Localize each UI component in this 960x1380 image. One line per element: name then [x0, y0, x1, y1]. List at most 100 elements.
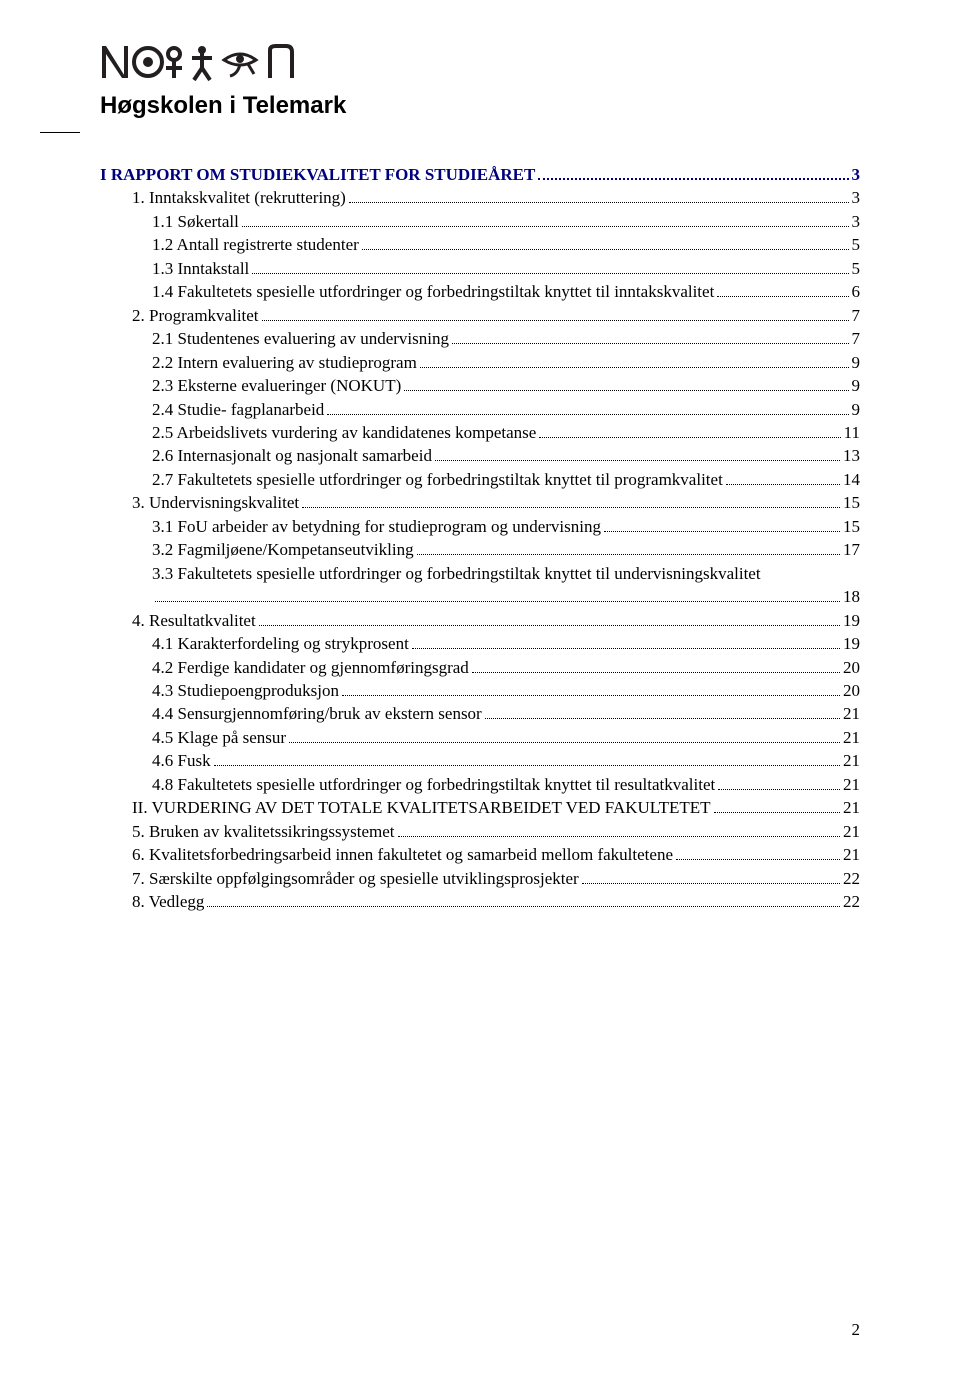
- toc-entry-page: 13: [843, 444, 860, 467]
- toc-leader-dots: [714, 812, 840, 813]
- toc-entry-title: 6. Kvalitetsforbedringsarbeid innen faku…: [132, 843, 673, 866]
- logo-glyphs-icon: [100, 40, 310, 84]
- toc-entry-title: 4.3 Studiepoengproduksjon: [152, 679, 339, 702]
- toc-leader-dots: [207, 906, 840, 907]
- toc-entry: I RAPPORT OM STUDIEKVALITET FOR STUDIEÅR…: [100, 163, 860, 186]
- toc-leader-dots: [259, 625, 840, 626]
- toc-leader-dots: [417, 554, 840, 555]
- toc-entry-title: 3.2 Fagmiljøene/Kompetanseutvikling: [152, 538, 414, 561]
- toc-entry: 4.3 Studiepoengproduksjon 20: [152, 679, 860, 702]
- toc-entry-title: I RAPPORT OM STUDIEKVALITET FOR STUDIEÅR…: [100, 163, 535, 186]
- toc-entry: 5. Bruken av kvalitetssikringssystemet 21: [132, 820, 860, 843]
- toc-entry-page: 9: [852, 398, 861, 421]
- toc-leader-dots: [242, 226, 849, 227]
- toc-entry: 2.6 Internasjonalt og nasjonalt samarbei…: [152, 444, 860, 467]
- toc-entry: 4.1 Karakterfordeling og strykprosent19: [152, 632, 860, 655]
- toc-leader-dots: [717, 296, 848, 297]
- toc-entry: 8. Vedlegg 22: [132, 890, 860, 913]
- toc-entry-page: 18: [843, 585, 860, 608]
- toc-leader-dots: [582, 883, 840, 884]
- toc-entry-page: 21: [843, 796, 860, 819]
- toc-entry-title: 2.4 Studie- fagplanarbeid: [152, 398, 324, 421]
- toc-entry-page: 20: [843, 679, 860, 702]
- toc-leader-dots: [472, 672, 840, 673]
- toc-entry-page: 15: [843, 491, 860, 514]
- page-number: 2: [852, 1320, 861, 1340]
- toc-entry-title: 2.5 Arbeidslivets vurdering av kandidate…: [152, 421, 536, 444]
- toc-entry: 2.5 Arbeidslivets vurdering av kandidate…: [152, 421, 860, 444]
- toc-leader-dots: [412, 648, 840, 649]
- toc-entry: 2.7 Fakultetets spesielle utfordringer o…: [152, 468, 860, 491]
- toc-entry-title: 1.4 Fakultetets spesielle utfordringer o…: [152, 280, 714, 303]
- toc-leader-dots: [604, 531, 840, 532]
- toc-entry-title: 3.1 FoU arbeider av betydning for studie…: [152, 515, 601, 538]
- toc-entry-page: 14: [843, 468, 860, 491]
- toc-entry: 1. Inntakskvalitet (rekruttering) 3: [132, 186, 860, 209]
- toc-entry-title: 1.3 Inntakstall: [152, 257, 249, 280]
- toc-leader-dots: [452, 343, 849, 344]
- toc-entry: 2.2 Intern evaluering av studieprogram9: [152, 351, 860, 374]
- toc-entry-title: 4.5 Klage på sensur: [152, 726, 286, 749]
- toc-entry-page: 5: [852, 233, 861, 256]
- toc-entry-title: 2.7 Fakultetets spesielle utfordringer o…: [152, 468, 723, 491]
- toc-entry: 2.3 Eksterne evalueringer (NOKUT)9: [152, 374, 860, 397]
- toc-entry: 1.2 Antall registrerte studenter 5: [152, 233, 860, 256]
- toc-entry-title: 4.4 Sensurgjennomføring/bruk av ekstern …: [152, 702, 482, 725]
- toc-entry: 6. Kvalitetsforbedringsarbeid innen faku…: [132, 843, 860, 866]
- toc-entry-page: 19: [843, 609, 860, 632]
- toc-leader-dots: [435, 460, 840, 461]
- toc-entry-page: 7: [852, 304, 861, 327]
- horizontal-rule: [40, 132, 80, 133]
- toc-entry-page: 11: [844, 421, 860, 444]
- toc-entry-continuation: 18: [152, 585, 860, 608]
- toc-entry-title: 2.2 Intern evaluering av studieprogram: [152, 351, 417, 374]
- toc-entry: 3. Undervisningskvalitet 15: [132, 491, 860, 514]
- toc-entry-title: 1.2 Antall registrerte studenter: [152, 233, 359, 256]
- toc-leader-dots: [252, 273, 848, 274]
- toc-entry: 3.3 Fakultetets spesielle utfordringer o…: [152, 562, 860, 585]
- toc-leader-dots: [289, 742, 840, 743]
- toc-leader-dots: [342, 695, 840, 696]
- toc-entry-title: 4.2 Ferdige kandidater og gjennomførings…: [152, 656, 469, 679]
- toc-entry: 2.4 Studie- fagplanarbeid 9: [152, 398, 860, 421]
- toc-entry-page: 3: [852, 186, 861, 209]
- toc-leader-dots: [726, 484, 840, 485]
- toc-entry-title: 4.6 Fusk: [152, 749, 211, 772]
- toc-entry-page: 21: [843, 702, 860, 725]
- toc-entry-title: 8. Vedlegg: [132, 890, 204, 913]
- toc-entry-page: 21: [843, 749, 860, 772]
- toc-leader-dots: [327, 414, 848, 415]
- toc-entry-page: 9: [852, 374, 861, 397]
- toc-entry-title: 5. Bruken av kvalitetssikringssystemet: [132, 820, 395, 843]
- toc-entry: 1.4 Fakultetets spesielle utfordringer o…: [152, 280, 860, 303]
- toc-entry-page: 22: [843, 890, 860, 913]
- toc-entry-page: 19: [843, 632, 860, 655]
- toc-entry-title: 2. Programkvalitet: [132, 304, 259, 327]
- toc-entry-title: 7. Særskilte oppfølgingsområder og spesi…: [132, 867, 579, 890]
- toc-entry: II. VURDERING AV DET TOTALE KVALITETSARB…: [132, 796, 860, 819]
- toc-entry: 3.1 FoU arbeider av betydning for studie…: [152, 515, 860, 538]
- toc-entry: 4.2 Ferdige kandidater og gjennomførings…: [152, 656, 860, 679]
- toc-entry-page: 20: [843, 656, 860, 679]
- toc-leader-dots: [485, 718, 840, 719]
- toc-entry-title: II. VURDERING AV DET TOTALE KVALITETSARB…: [132, 796, 711, 819]
- toc-leader-dots: [676, 859, 840, 860]
- toc-entry-page: 17: [843, 538, 860, 561]
- toc-entry-page: 21: [843, 820, 860, 843]
- toc-entry-title: 2.1 Studentenes evaluering av undervisni…: [152, 327, 449, 350]
- toc-leader-dots: [538, 178, 848, 180]
- toc-entry: 3.2 Fagmiljøene/Kompetanseutvikling 17: [152, 538, 860, 561]
- toc-leader-dots: [302, 507, 840, 508]
- toc-entry: 4. Resultatkvalitet19: [132, 609, 860, 632]
- toc-entry-title: 1. Inntakskvalitet (rekruttering): [132, 186, 346, 209]
- toc-entry-page: 6: [852, 280, 861, 303]
- toc-leader-dots: [349, 202, 849, 203]
- toc-leader-dots: [262, 320, 849, 321]
- toc-entry-title: 4.8 Fakultetets spesielle utfordringer o…: [152, 773, 715, 796]
- toc-leader-dots: [718, 789, 840, 790]
- toc-entry: 2. Programkvalitet 7: [132, 304, 860, 327]
- toc-entry: 2.1 Studentenes evaluering av undervisni…: [152, 327, 860, 350]
- toc-entry-title: 3. Undervisningskvalitet: [132, 491, 299, 514]
- toc-entry-title: 1.1 Søkertall: [152, 210, 239, 233]
- toc-entry: 7. Særskilte oppfølgingsområder og spesi…: [132, 867, 860, 890]
